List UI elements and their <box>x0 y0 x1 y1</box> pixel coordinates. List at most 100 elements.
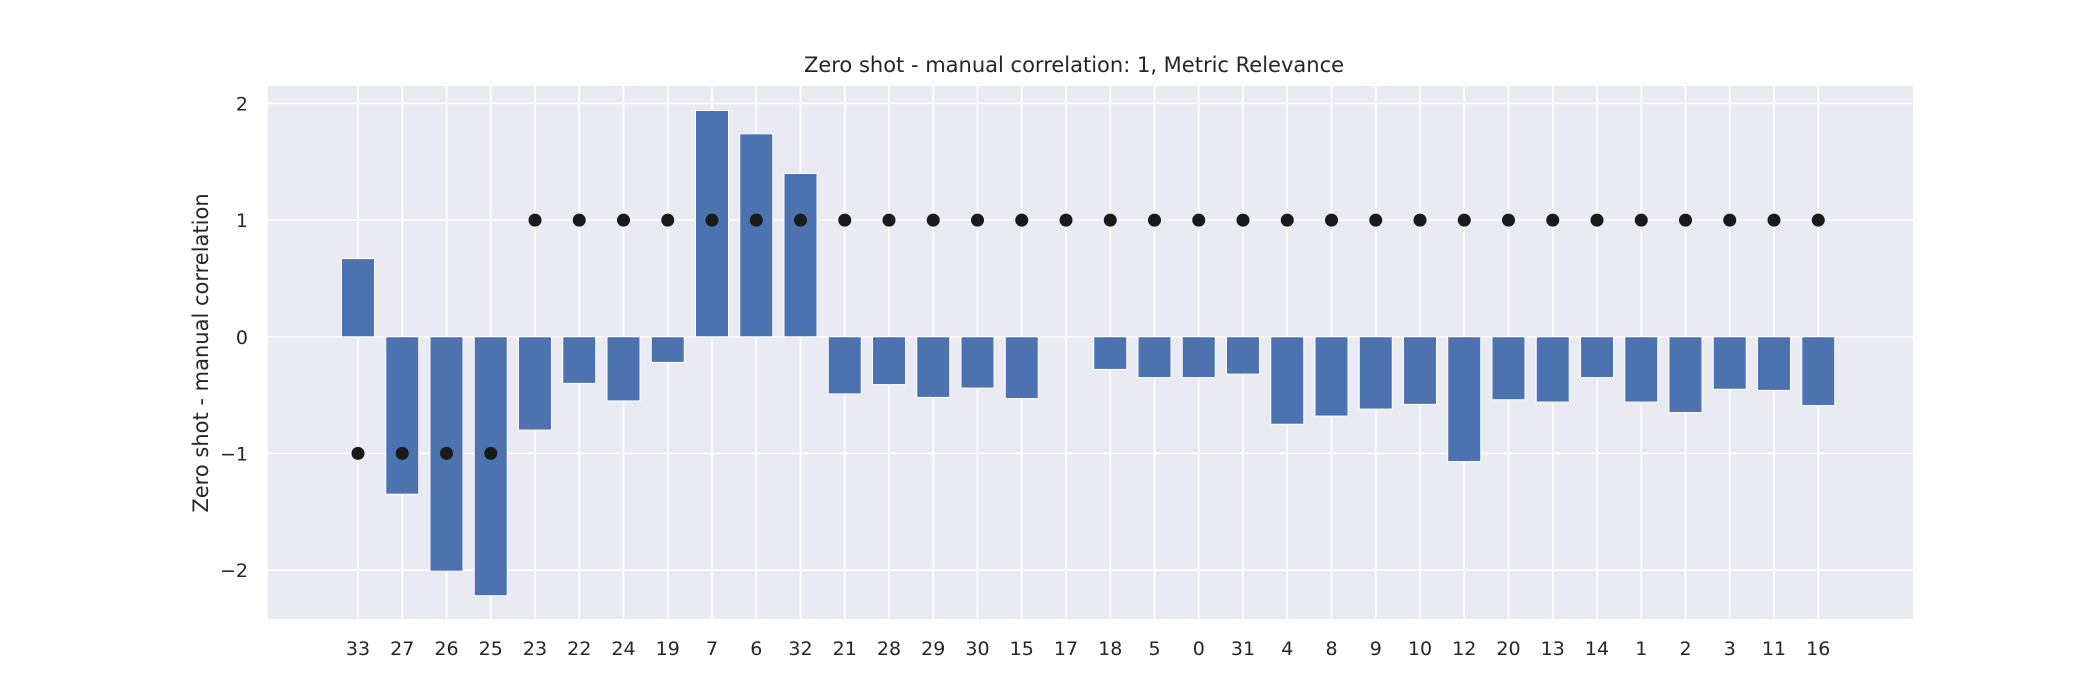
x-tick-label: 20 <box>1496 638 1520 660</box>
x-tick-label: 14 <box>1585 638 1609 660</box>
x-tick-label: 29 <box>921 638 945 660</box>
scatter-point <box>1457 213 1471 227</box>
chart-title: Zero shot - manual correlation: 1, Metri… <box>804 53 1344 77</box>
bar <box>1358 336 1393 410</box>
x-tick-label: 9 <box>1370 638 1382 660</box>
x-tick-label: 12 <box>1452 638 1476 660</box>
bar <box>562 336 597 384</box>
scatter-point <box>882 213 896 227</box>
scatter-point <box>705 213 719 227</box>
bar <box>606 336 641 402</box>
bar <box>1270 336 1305 425</box>
bar <box>783 172 818 338</box>
scatter-point <box>351 446 365 460</box>
bar <box>1181 336 1216 379</box>
x-tick-label: 2 <box>1679 638 1691 660</box>
bar <box>385 336 420 495</box>
plot-area <box>268 86 1913 619</box>
bar <box>916 336 951 398</box>
scatter-point <box>1413 213 1427 227</box>
scatter-point <box>1502 213 1515 227</box>
x-tick-label: 4 <box>1281 638 1293 660</box>
x-tick-label: 6 <box>750 638 762 660</box>
scatter-point <box>1015 213 1029 227</box>
x-tick-label: 17 <box>1054 638 1078 660</box>
x-tick-label: 7 <box>706 638 718 660</box>
scatter-point <box>794 213 807 227</box>
scatter-point <box>395 446 409 460</box>
bar <box>1535 336 1570 403</box>
y-tick-label: −2 <box>220 560 248 582</box>
x-tick-label: 3 <box>1724 638 1736 660</box>
scatter-point <box>1236 213 1250 227</box>
scatter-point <box>1148 213 1161 227</box>
scatter-point <box>617 213 630 227</box>
x-tick-label: 26 <box>434 638 458 660</box>
bar <box>518 336 552 431</box>
x-tick-label: 11 <box>1762 638 1786 660</box>
scatter-point <box>528 213 542 227</box>
bar <box>739 133 774 338</box>
bar <box>1403 336 1437 405</box>
scatter-point <box>484 446 498 460</box>
scatter-point <box>838 213 852 227</box>
scatter-point <box>1280 213 1294 227</box>
bar <box>1757 336 1791 391</box>
bar <box>1447 336 1482 463</box>
bar <box>1137 336 1172 379</box>
scatter-point <box>1723 213 1737 227</box>
scatter-point <box>1634 213 1648 227</box>
x-tick-label: 19 <box>656 638 680 660</box>
x-tick-label: 27 <box>390 638 414 660</box>
bar <box>960 336 995 389</box>
scatter-point <box>1767 213 1781 227</box>
scatter-point <box>1059 213 1073 227</box>
x-tick-label: 28 <box>877 638 901 660</box>
bar <box>1668 336 1703 414</box>
x-tick-label: 8 <box>1325 638 1337 660</box>
x-tick-label: 22 <box>567 638 591 660</box>
x-tick-label: 18 <box>1098 638 1122 660</box>
scatter-point <box>1679 213 1692 227</box>
scatter-point <box>440 446 453 460</box>
bar <box>1314 336 1349 417</box>
x-tick-label: 24 <box>611 638 635 660</box>
bar <box>1491 336 1526 401</box>
x-tick-labels: 33 27 26 25 23 22 24 19 7 6 32 21 28 29 30 15 17 18 5 0 31 4 8… <box>346 638 1830 660</box>
y-tick-label: 0 <box>236 327 248 349</box>
bar <box>1624 336 1659 403</box>
x-tick-label: 31 <box>1231 638 1255 660</box>
x-tick-label: 13 <box>1541 638 1565 660</box>
scatter-point <box>1811 213 1825 227</box>
x-tick-label: 10 <box>1408 638 1432 660</box>
y-axis-label: Zero shot - manual correlation <box>189 193 213 512</box>
bar-series <box>341 109 1836 597</box>
scatter-point <box>1369 213 1383 227</box>
bar <box>1093 336 1128 370</box>
y-tick-label: 1 <box>236 210 248 232</box>
scatter-point <box>926 213 940 227</box>
scatter-point <box>1103 213 1117 227</box>
x-tick-label: 15 <box>1010 638 1034 660</box>
scatter-point <box>572 213 586 227</box>
bar <box>827 336 862 395</box>
scatter-point <box>661 213 675 227</box>
x-tick-label: 1 <box>1635 638 1647 660</box>
scatter-point <box>1192 213 1206 227</box>
bar <box>473 336 508 597</box>
x-tick-label: 30 <box>965 638 989 660</box>
scatter-point <box>1590 213 1604 227</box>
x-tick-label: 21 <box>833 638 857 660</box>
bar <box>650 336 685 363</box>
x-tick-label: 32 <box>788 638 812 660</box>
x-tick-label: 16 <box>1806 638 1830 660</box>
x-tick-label: 23 <box>523 638 547 660</box>
y-tick-label: −1 <box>220 443 248 465</box>
scatter-series <box>351 213 1825 460</box>
bar <box>1712 336 1747 390</box>
scatter-point <box>1546 213 1560 227</box>
y-tick-label: 2 <box>236 93 248 115</box>
bar <box>1226 336 1260 375</box>
